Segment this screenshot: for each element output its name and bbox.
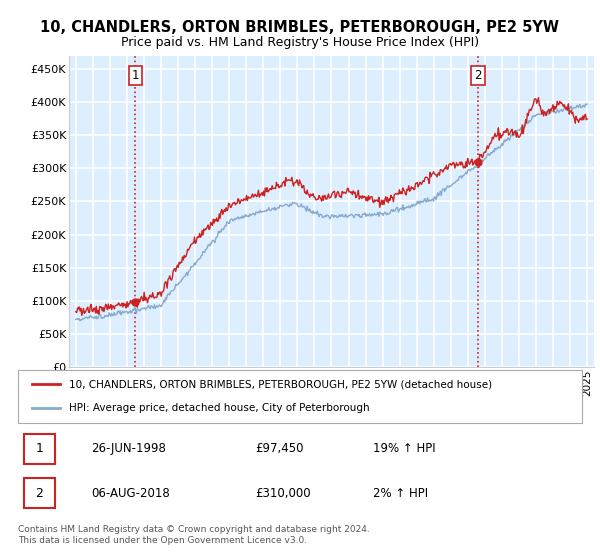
Text: 2: 2 (35, 487, 43, 500)
Text: 19% ↑ HPI: 19% ↑ HPI (373, 442, 436, 455)
Text: 10, CHANDLERS, ORTON BRIMBLES, PETERBOROUGH, PE2 5YW (detached house): 10, CHANDLERS, ORTON BRIMBLES, PETERBORO… (69, 380, 492, 390)
Text: Price paid vs. HM Land Registry's House Price Index (HPI): Price paid vs. HM Land Registry's House … (121, 36, 479, 49)
Text: 1: 1 (131, 69, 139, 82)
FancyBboxPatch shape (23, 478, 55, 508)
Text: 2% ↑ HPI: 2% ↑ HPI (373, 487, 428, 500)
Text: £97,450: £97,450 (255, 442, 304, 455)
FancyBboxPatch shape (23, 434, 55, 464)
Text: 10, CHANDLERS, ORTON BRIMBLES, PETERBOROUGH, PE2 5YW: 10, CHANDLERS, ORTON BRIMBLES, PETERBORO… (41, 20, 560, 35)
Text: 26-JUN-1998: 26-JUN-1998 (91, 442, 166, 455)
Text: 1: 1 (35, 442, 43, 455)
Text: 2: 2 (474, 69, 482, 82)
Text: HPI: Average price, detached house, City of Peterborough: HPI: Average price, detached house, City… (69, 403, 370, 413)
FancyBboxPatch shape (18, 370, 582, 423)
Text: 06-AUG-2018: 06-AUG-2018 (91, 487, 170, 500)
Text: Contains HM Land Registry data © Crown copyright and database right 2024.
This d: Contains HM Land Registry data © Crown c… (18, 525, 370, 545)
Text: £310,000: £310,000 (255, 487, 311, 500)
